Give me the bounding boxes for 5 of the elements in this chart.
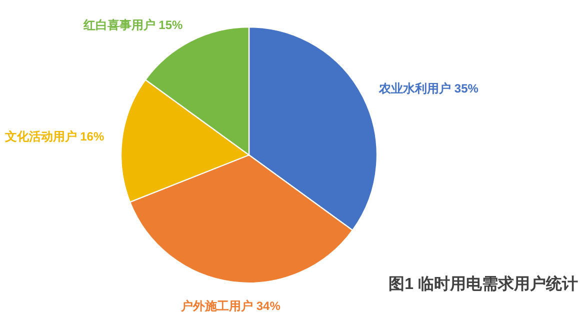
slice-label: 文化活动用户 16%	[4, 130, 104, 144]
slice-label: 农业水利用户 35%	[378, 82, 479, 96]
text: 图1 临时用电需求用户统计	[388, 275, 578, 293]
slice-label: 红白喜事用户 15%	[82, 18, 184, 32]
slice-label: 户外施工用户 34%	[180, 298, 281, 313]
